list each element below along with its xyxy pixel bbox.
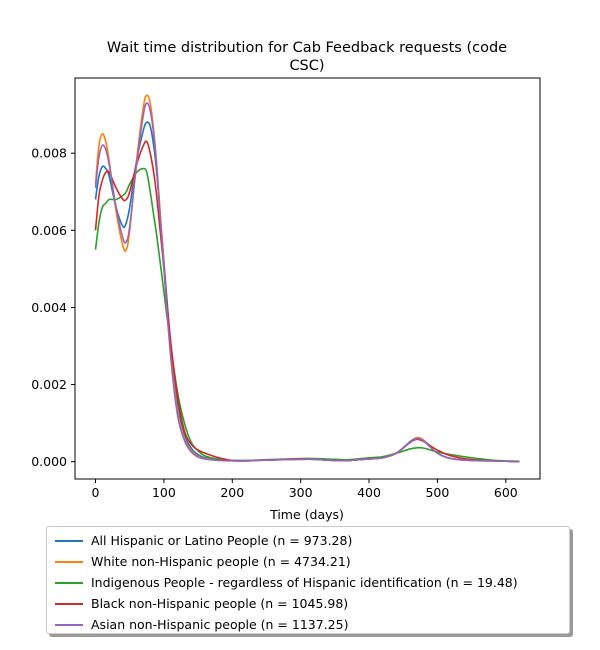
chart-title-line-1: Wait time distribution for Cab Feedback … [107,40,507,56]
legend-label: Black non-Hispanic people (n = 1045.98) [91,596,349,611]
plot-lines [94,94,520,463]
legend-item: Black non-Hispanic people (n = 1045.98) [47,593,569,614]
plot-frame [74,77,541,480]
y-tick-label: 0.000 [31,454,67,469]
x-axis-label: Time (days) [269,507,344,522]
y-axis: 0.000 0.002 0.004 0.006 0.008 [31,146,75,469]
x-tick-label: 0 [92,485,100,500]
x-tick-label: 600 [494,485,518,500]
x-axis: 0 100 200 300 400 500 600 [92,479,518,500]
y-tick-label: 0.004 [31,300,67,315]
legend-swatch [55,581,83,584]
legend-swatch [55,602,83,605]
x-tick-label: 100 [152,485,176,500]
x-tick-label: 200 [220,485,244,500]
legend-item: All Hispanic or Latino People (n = 973.2… [47,530,569,551]
series-line-1 [94,94,520,463]
legend-item: Indigenous People - regardless of Hispan… [47,572,569,593]
series-line-2 [94,167,520,463]
chart-title-line-2: CSC) [289,58,324,74]
y-tick-label: 0.008 [31,146,67,161]
legend-swatch [55,539,83,542]
legend-item: White non-Hispanic people (n = 4734.21) [47,551,569,572]
legend-swatch [55,560,83,563]
legend-label: Indigenous People - regardless of Hispan… [91,575,518,590]
legend-item: Asian non-Hispanic people (n = 1137.25) [47,614,569,635]
series-line-4 [94,102,520,463]
y-tick-label: 0.006 [31,223,67,238]
legend-label: All Hispanic or Latino People (n = 973.2… [91,533,353,548]
x-tick-label: 300 [289,485,313,500]
series-line-0 [94,121,520,463]
x-tick-label: 400 [357,485,381,500]
legend-swatch [55,623,83,626]
legend-label: White non-Hispanic people (n = 4734.21) [91,554,351,569]
x-tick-label: 500 [425,485,449,500]
y-tick-label: 0.002 [31,377,67,392]
legend-label: Asian non-Hispanic people (n = 1137.25) [91,617,349,632]
legend: All Hispanic or Latino People (n = 973.2… [46,526,570,634]
